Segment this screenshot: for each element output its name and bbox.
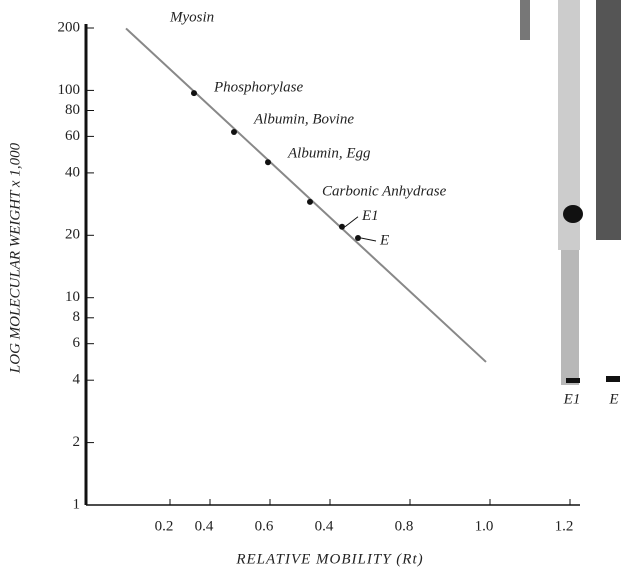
point-label: E [379,232,389,248]
data-point [231,129,237,135]
y-tick-label: 200 [58,19,81,35]
x-tick-label: 0.4 [315,518,334,534]
y-tick-label: 8 [73,309,81,325]
gel-label: E1 [563,391,581,407]
y-tick-label: 80 [65,102,80,118]
data-point [307,199,313,205]
gel-band [566,378,580,383]
y-tick-label: 4 [73,372,81,388]
gel-lane [596,0,621,240]
data-point [265,159,271,165]
x-tick-label: 1.0 [475,518,494,534]
gel-lane [520,0,530,40]
point-label: Carbonic Anhydrase [322,183,447,199]
x-tick-label: 0.8 [395,518,414,534]
y-tick-label: 10 [65,289,80,305]
x-tick-label: 0.4 [195,518,214,534]
y-tick-label: 20 [65,227,80,243]
data-point [339,224,345,230]
y-tick-label: 6 [73,335,81,351]
x-axis-label: RELATIVE MOBILITY (Rt) [235,551,423,567]
point-label: Phosphorylase [213,80,304,96]
y-axis-label: LOG MOLECULAR WEIGHT x 1,000 [7,142,23,374]
point-label: Albumin, Bovine [253,111,354,127]
gel-lane [561,250,579,385]
gel-band [606,376,620,382]
y-tick-label: 2 [73,434,81,450]
data-point [355,235,361,241]
chart: LOG MOLECULAR WEIGHT x 1,000 RELATIVE MO… [0,0,621,575]
point-label: E1 [361,208,379,224]
gel-label: E [608,391,618,407]
y-tick-label: 40 [65,164,80,180]
y-tick-label: 60 [65,128,80,144]
x-tick-label: 1.2 [555,518,574,534]
x-tick-label: 0.2 [155,518,174,534]
y-tick-label: 100 [58,82,81,98]
y-tick-label: 1 [73,496,81,512]
background [0,0,621,575]
data-point [191,90,197,96]
annotation: Myosin [169,9,214,25]
gel-band [563,205,583,223]
point-label: Albumin, Egg [287,146,371,162]
x-tick-label: 0.6 [255,518,274,534]
